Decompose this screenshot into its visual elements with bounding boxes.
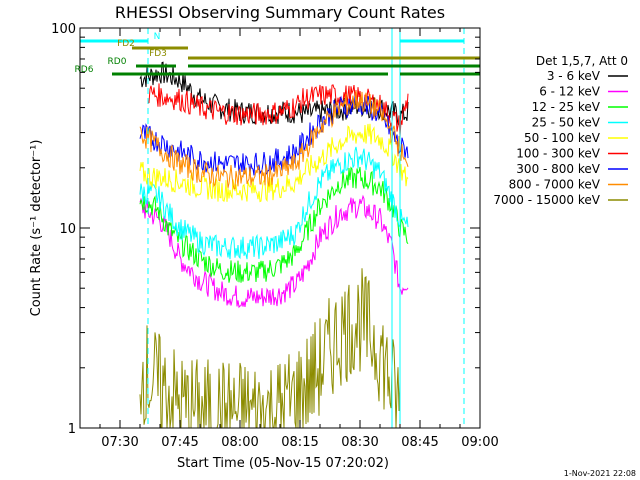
axes-layer: 07:30 07:45 08:00 08:15 08:30 08:45 09:00 1 10 10… [51,22,499,450]
chart-title: RHESSI Observing Summary Count Rates [115,3,445,22]
y-tick-label-3: 100 [51,22,76,37]
series-line-5 [139,123,409,203]
series-line-3 [139,166,409,283]
legend-label-8: 800 - 7000 keV [509,178,601,192]
timestamp: 1-Nov-2021 22:08 [564,469,636,478]
y-axis-label: Count Rate (s⁻¹ detector⁻¹) [29,140,44,317]
series-layer [139,61,409,429]
flag-label-fd2: FD2 [117,39,135,49]
x-tick-label-5: 08:30 [341,435,378,450]
legend-title: Det 1,5,7, Att 0 [536,54,628,68]
series-line-7 [139,95,409,176]
series-line-6 [147,83,409,138]
flag-label-fd3: FD3 [149,49,167,59]
series-line-4 [139,146,409,260]
legend-label-7: 300 - 800 keV [516,162,600,176]
y-tick-label-2: 10 [59,222,76,237]
flag-label-rd0: RD0 [108,57,127,67]
legend-label-6: 100 - 300 keV [516,147,600,161]
y-tick-label-1: 1 [68,422,76,437]
series-line-2 [139,194,409,309]
legend-label-9: 7000 - 15000 keV [493,193,600,207]
series-line-8 [139,90,409,190]
flag-label-rd6: RD6 [75,65,94,75]
x-axis-label: Start Time (05-Nov-15 07:20:02) [177,456,389,471]
legend-label-1: 3 - 6 keV [547,69,601,83]
x-tick-label-6: 08:45 [401,435,438,450]
x-tick-label-1: 07:30 [101,435,138,450]
legend-label-3: 12 - 25 keV [532,100,601,114]
legend-label-5: 50 - 100 keV [524,131,601,145]
x-tick-label-7: 09:00 [461,435,498,450]
flags-layer: N FD2 FD3 RD0 RD6 [75,28,480,428]
legend-label-4: 25 - 50 keV [532,116,601,130]
legend-label-2: 6 - 12 keV [539,85,601,99]
x-tick-label-4: 08:15 [281,435,318,450]
x-tick-label-3: 08:00 [221,435,258,450]
flag-label-n: N [154,32,161,42]
x-tick-label-2: 07:45 [161,435,198,450]
